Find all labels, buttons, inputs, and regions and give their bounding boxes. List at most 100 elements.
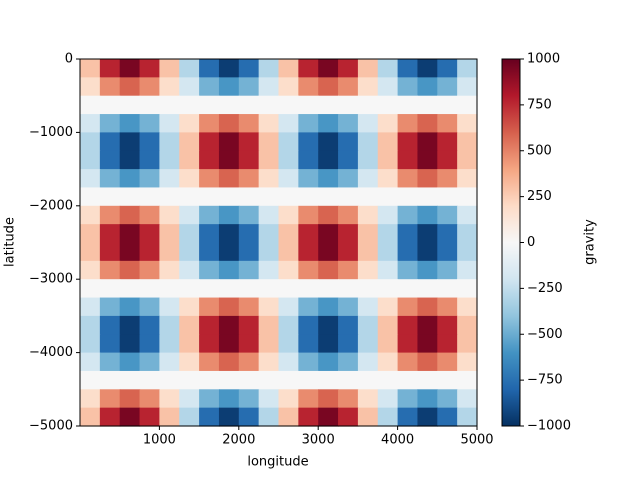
heatmap-cell xyxy=(278,315,299,335)
heatmap-cell xyxy=(238,315,260,335)
heatmap-cell xyxy=(457,132,478,152)
heatmap-cell xyxy=(119,389,141,409)
heatmap-cell xyxy=(397,132,419,152)
heatmap-cell xyxy=(417,205,438,225)
heatmap-cell xyxy=(437,407,458,427)
heatmap-cell xyxy=(179,187,200,207)
heatmap-cell xyxy=(218,407,240,427)
heatmap-cell xyxy=(357,315,379,335)
heatmap-cell xyxy=(119,297,141,317)
heatmap-cell xyxy=(298,114,319,133)
heatmap-cell xyxy=(377,132,399,152)
heatmap-cell xyxy=(338,370,359,390)
heatmap-cell xyxy=(119,150,141,170)
heatmap-cell xyxy=(119,132,141,152)
heatmap-cell xyxy=(457,77,478,97)
heatmap-cell xyxy=(357,370,379,390)
heatmap-cell xyxy=(80,260,101,280)
heatmap-cell xyxy=(437,279,458,299)
heatmap-cell xyxy=(357,242,379,262)
heatmap-cell xyxy=(377,224,399,244)
heatmap-cell xyxy=(139,132,160,152)
heatmap-cell xyxy=(99,205,121,225)
heatmap-cell xyxy=(397,77,419,97)
heatmap-cell xyxy=(159,297,180,317)
heatmap-cell xyxy=(437,205,458,225)
heatmap-cell xyxy=(318,334,339,354)
heatmap-cell xyxy=(318,77,339,97)
heatmap-cell xyxy=(357,389,379,409)
heatmap-cell xyxy=(179,169,200,189)
heatmap-cell xyxy=(397,187,419,207)
heatmap-cell xyxy=(377,114,399,133)
heatmap-cell xyxy=(318,224,339,244)
heatmap-cell xyxy=(199,260,220,280)
heatmap-cell xyxy=(437,132,458,152)
heatmap-cell xyxy=(437,260,458,280)
heatmap-cell xyxy=(417,114,438,133)
heatmap-cell xyxy=(417,187,438,207)
heatmap-cell xyxy=(139,169,160,189)
heatmap-cell xyxy=(338,242,359,262)
heatmap-cell xyxy=(119,187,141,207)
heatmap-cell xyxy=(258,407,280,427)
heatmap-cell xyxy=(377,370,399,390)
heatmap-cell xyxy=(139,279,160,299)
heatmap-cell xyxy=(179,352,200,372)
heatmap-cell xyxy=(457,205,478,225)
heatmap-cell xyxy=(278,187,299,207)
heatmap-cell xyxy=(457,279,478,299)
heatmap-cell xyxy=(238,205,260,225)
heatmap-cell xyxy=(338,315,359,335)
heatmap-cell xyxy=(218,205,240,225)
heatmap-cell xyxy=(417,132,438,152)
heatmap-cell xyxy=(258,169,280,189)
heatmap-cell xyxy=(179,407,200,427)
heatmap-cell xyxy=(80,169,101,189)
heatmap-cell xyxy=(298,132,319,152)
heatmap-cell xyxy=(218,150,240,170)
heatmap-cell xyxy=(80,59,101,78)
heatmap-cell xyxy=(159,77,180,97)
heatmap-cell xyxy=(357,407,379,427)
heatmap-cell xyxy=(258,389,280,409)
heatmap-cell xyxy=(457,407,478,427)
heatmap-cell xyxy=(218,132,240,152)
heatmap-cell xyxy=(397,352,419,372)
heatmap-cell xyxy=(397,224,419,244)
heatmap-cell xyxy=(218,114,240,133)
heatmap-cell xyxy=(139,352,160,372)
heatmap-cell xyxy=(238,95,260,115)
heatmap-cell xyxy=(159,132,180,152)
heatmap-cell xyxy=(238,279,260,299)
heatmap-cell xyxy=(139,260,160,280)
heatmap-cell xyxy=(80,279,101,299)
heatmap-cell xyxy=(159,407,180,427)
heatmap-cell xyxy=(437,224,458,244)
colorbar-label: gravity xyxy=(583,219,598,265)
y-tick-label: −4000 xyxy=(29,345,73,360)
heatmap-cell xyxy=(377,334,399,354)
heatmap-cell xyxy=(99,150,121,170)
heatmap-cell xyxy=(338,59,359,78)
heatmap-cell xyxy=(119,370,141,390)
heatmap-cell xyxy=(417,224,438,244)
heatmap-cell xyxy=(278,169,299,189)
heatmap-cell xyxy=(298,77,319,97)
heatmap-cell xyxy=(179,242,200,262)
heatmap-cell xyxy=(377,315,399,335)
heatmap-cell xyxy=(258,187,280,207)
heatmap-cell xyxy=(397,260,419,280)
heatmap-cell xyxy=(119,334,141,354)
heatmap-cell xyxy=(278,352,299,372)
heatmap-cell xyxy=(119,169,141,189)
heatmap-cell xyxy=(338,114,359,133)
x-tick-label: 2000 xyxy=(222,433,255,448)
heatmap-cell xyxy=(80,187,101,207)
heatmap-cell xyxy=(417,95,438,115)
heatmap-cell xyxy=(258,150,280,170)
y-tick-label: −2000 xyxy=(29,198,73,213)
heatmap-cell xyxy=(377,59,399,78)
plot-frame xyxy=(79,58,478,427)
heatmap-cell xyxy=(457,224,478,244)
